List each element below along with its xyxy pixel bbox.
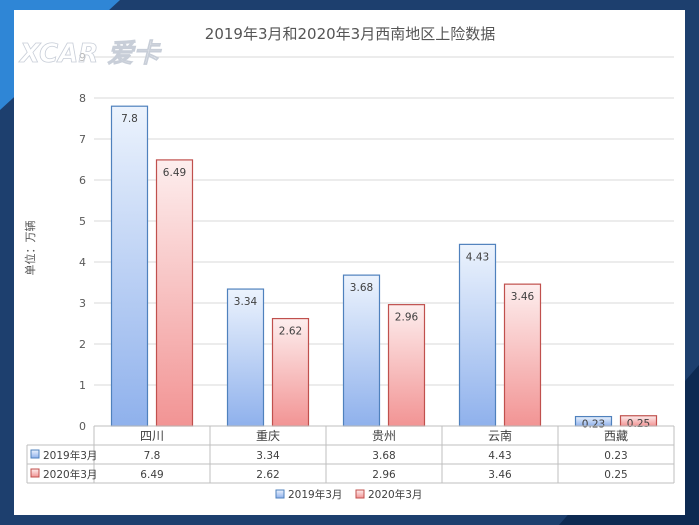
- xcar-watermark-logo: XCAR 爱卡: [18, 39, 163, 70]
- table-legend-swatch: [30, 468, 40, 478]
- data-label: 6.49: [163, 167, 186, 179]
- y-tick-label: 7: [79, 133, 86, 146]
- y-tick-label: 2: [79, 338, 86, 351]
- bar: [342, 274, 381, 427]
- bar: [271, 317, 310, 427]
- data-label: 3.34: [234, 296, 258, 308]
- data-label: 2.62: [279, 326, 302, 338]
- table-cell: 3.68: [372, 450, 395, 462]
- data-label: 3.68: [350, 282, 373, 294]
- x-tick-label: 西藏: [604, 429, 628, 443]
- legend-swatch: [275, 489, 285, 499]
- table-cell: 6.49: [140, 469, 163, 481]
- x-tick-label: 贵州: [372, 429, 396, 443]
- table-cell: 4.43: [488, 450, 511, 462]
- chart-panel: 2019年3月和2020年3月西南地区上险数据 单位：万辆 0 1 2 3 4 5 6 7 8 9…: [14, 10, 685, 515]
- watermark-text: XCAR 爱卡: [18, 39, 162, 69]
- y-tick-label: 6: [79, 174, 86, 187]
- chart-title: 2019年3月和2020年3月西南地区上险数据: [205, 25, 495, 43]
- bar: [155, 159, 194, 427]
- bar: [110, 105, 149, 427]
- data-label: 7.8: [121, 113, 138, 125]
- table-legend-swatch: [30, 449, 40, 459]
- table-cell: 3.34: [256, 450, 280, 462]
- table-cell: 0.23: [604, 450, 627, 462]
- data-label: 3.46: [511, 291, 535, 303]
- table-cell: 7.8: [144, 450, 161, 462]
- legend-swatch: [355, 489, 365, 499]
- x-tick-label: 重庆: [256, 429, 280, 443]
- legend-entry: 2019年3月: [288, 488, 342, 501]
- y-tick-label: 1: [79, 379, 86, 392]
- table-cell: 2.96: [372, 469, 396, 481]
- table-series-name: 2020年3月: [43, 468, 97, 481]
- y-tick-label: 9: [79, 51, 86, 64]
- table-cell: 0.25: [604, 469, 627, 481]
- bar: [226, 288, 265, 427]
- y-tick-label: 8: [79, 92, 86, 105]
- bar: [458, 243, 497, 427]
- y-tick-label: 5: [79, 215, 86, 228]
- bar-chart: 2019年3月和2020年3月西南地区上险数据 单位：万辆 0 1 2 3 4 5 6 7 8 9…: [23, 25, 675, 501]
- table-cell: 2.62: [256, 469, 279, 481]
- legend-entry: 2020年3月: [368, 488, 422, 501]
- data-label: 0.23: [582, 419, 605, 431]
- data-label: 2.96: [395, 312, 419, 324]
- y-tick-label: 4: [79, 256, 86, 269]
- x-tick-label: 云南: [488, 428, 512, 443]
- table-series-name: 2019年3月: [43, 449, 97, 462]
- bar: [503, 283, 542, 427]
- y-tick-label: 3: [79, 297, 86, 310]
- y-tick-label: 0: [79, 420, 86, 433]
- x-tick-label: 四川: [140, 429, 164, 443]
- y-axis-label: 单位：万辆: [23, 221, 37, 276]
- data-label: 4.43: [466, 251, 489, 263]
- data-label: 0.25: [627, 418, 650, 430]
- table-cell: 3.46: [488, 469, 512, 481]
